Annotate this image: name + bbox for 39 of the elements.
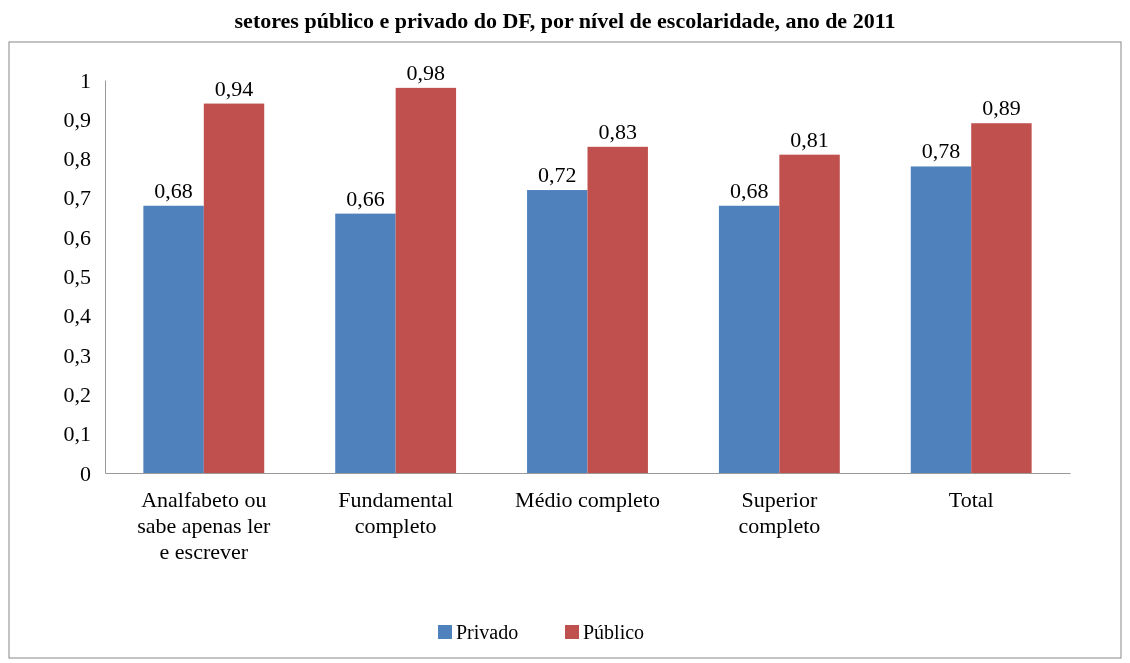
x-tick-label: Total — [948, 486, 994, 512]
y-tick-label: 0,6 — [63, 224, 91, 250]
data-label: 0,94 — [214, 75, 254, 101]
x-tick-label: Superior completo — [738, 486, 821, 539]
y-tick-label: 0,3 — [63, 342, 91, 368]
data-label: 0,68 — [154, 177, 193, 203]
y-tick-label: 0 — [80, 460, 91, 486]
bar — [527, 190, 588, 473]
bar — [143, 205, 204, 473]
y-tick-label: 0,5 — [63, 264, 91, 290]
bar — [395, 87, 457, 473]
data-label: 0,89 — [982, 95, 1021, 121]
bar — [971, 123, 1032, 473]
bar — [910, 166, 972, 473]
bar — [779, 154, 840, 473]
legend-label: Público — [583, 621, 645, 643]
bar — [203, 103, 265, 473]
data-label: 0,78 — [921, 138, 961, 164]
y-tick-label: 0,2 — [63, 381, 91, 407]
data-label: 0,66 — [346, 185, 385, 211]
x-tick-label: Analfabeto ou sabe apenas ler e escrever — [137, 486, 272, 565]
data-label: 0,68 — [729, 177, 769, 203]
y-tick-label: 0,4 — [63, 303, 91, 329]
bar — [718, 205, 780, 473]
data-label: 0,72 — [538, 162, 577, 188]
legend-label: Privado — [456, 621, 519, 643]
y-tick-label: 0,7 — [63, 185, 91, 211]
y-tick-label: 0,9 — [63, 106, 91, 132]
y-tick-label: 0,1 — [63, 421, 91, 447]
y-tick-label: 0,8 — [63, 146, 91, 172]
data-label: 0,81 — [790, 126, 829, 152]
x-tick-label: Fundamental completo — [338, 486, 454, 539]
data-label: 0,83 — [598, 118, 637, 144]
bar — [587, 146, 648, 473]
y-tick-label: 1 — [80, 67, 91, 93]
bar — [335, 213, 396, 473]
chart-title: setores público e privado do DF, por nível de escolaridade, ano de 2011 — [234, 8, 896, 33]
data-label: 0,98 — [406, 59, 446, 85]
x-tick-label: Médio completo — [515, 486, 660, 512]
